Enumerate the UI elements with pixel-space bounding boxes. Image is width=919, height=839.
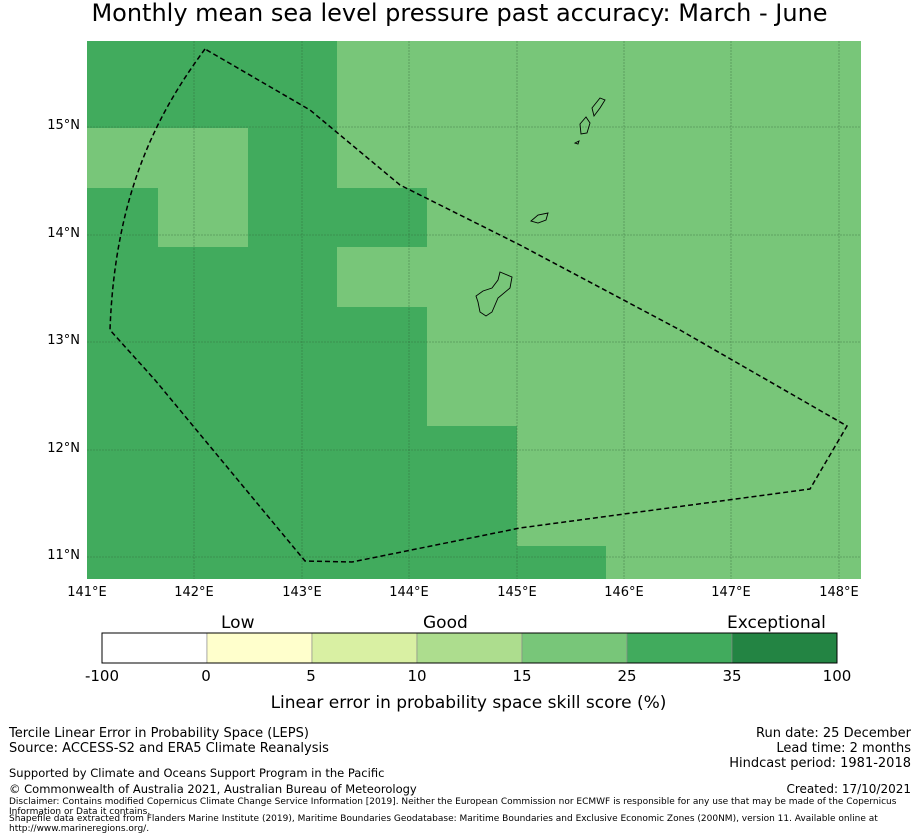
islands: [475, 97, 606, 317]
lon-label: 142°E: [174, 585, 214, 600]
created-date: Created: 17/10/2021: [786, 782, 911, 796]
lat-label: 11°N: [47, 548, 80, 563]
map-gridlines: [87, 41, 861, 579]
colorbar-segment: [206, 632, 313, 664]
shapefile-credit-text: Shapefile data extracted from Flanders M…: [9, 814, 878, 834]
lon-label: 144°E: [389, 585, 429, 600]
colorbar-segment: [521, 632, 628, 664]
lon-label: 141°E: [67, 585, 107, 600]
lat-label: 15°N: [47, 118, 80, 133]
skill-cell: [248, 128, 337, 188]
colorbar-segment: [416, 632, 523, 664]
method-text: Tercile Linear Error in Probability Spac…: [9, 726, 309, 741]
skill-cells-25-35: [87, 41, 606, 579]
copyright-text: © Commonwealth of Australia 2021, Austra…: [9, 782, 417, 796]
lon-label: 143°E: [282, 585, 322, 600]
colorbar-tick-label: 5: [306, 667, 316, 685]
colorbar-tick-label: 35: [722, 667, 742, 685]
colorbar-label: Linear error in probability space skill …: [270, 693, 667, 713]
skill-cell: [87, 41, 337, 128]
category-exceptional: Exceptional: [727, 613, 826, 633]
skill-cell: [87, 188, 158, 247]
supported-text: Supported by Climate and Oceans Support …: [9, 766, 385, 780]
skill-cell: [87, 546, 606, 579]
lon-label: 146°E: [604, 585, 644, 600]
colorbar-tick-label: 0: [201, 667, 211, 685]
lat-label: 12°N: [47, 441, 80, 456]
lead-time: Lead time: 2 months: [776, 741, 911, 756]
colorbar-tick-label: 15: [512, 667, 532, 685]
colorbar-outline: [101, 632, 838, 664]
colorbar-tick-label: 10: [407, 667, 427, 685]
skill-cell: [87, 426, 517, 546]
disclaimer-text: Disclaimer: Contains modified Copernicus…: [9, 797, 897, 817]
island-tinian: [579, 116, 591, 135]
skill-cell: [87, 247, 337, 307]
island-rota: [530, 212, 549, 224]
colorbar-tick-label: 100: [822, 667, 852, 685]
colorbar: [101, 632, 838, 664]
category-good: Good: [423, 613, 468, 633]
category-low: Low: [221, 613, 255, 633]
colorbar-segment: [731, 632, 838, 664]
source-text: Source: ACCESS-S2 and ERA5 Climate Reana…: [9, 741, 329, 756]
colorbar-segment: [311, 632, 418, 664]
colorbar-segment: [626, 632, 733, 664]
island-guam: [475, 271, 513, 317]
lon-label: 148°E: [819, 585, 859, 600]
colorbar-tick-label: 25: [617, 667, 637, 685]
colorbar-tick-label: -100: [84, 667, 120, 685]
map-title: Monthly mean sea level pressure past acc…: [91, 0, 828, 27]
colorbar-segment: [101, 632, 208, 664]
island-aguijan: [573, 140, 580, 145]
hindcast-period: Hindcast period: 1981-2018: [729, 756, 911, 771]
lon-label: 147°E: [711, 585, 751, 600]
lon-label: 145°E: [497, 585, 537, 600]
lat-label: 13°N: [47, 333, 80, 348]
skill-cell: [87, 307, 427, 426]
run-date: Run date: 25 December: [756, 726, 911, 741]
eez-boundary: [109, 48, 849, 563]
skill-cell: [248, 188, 427, 247]
lat-label: 14°N: [47, 226, 80, 241]
island-saipan: [591, 97, 606, 118]
